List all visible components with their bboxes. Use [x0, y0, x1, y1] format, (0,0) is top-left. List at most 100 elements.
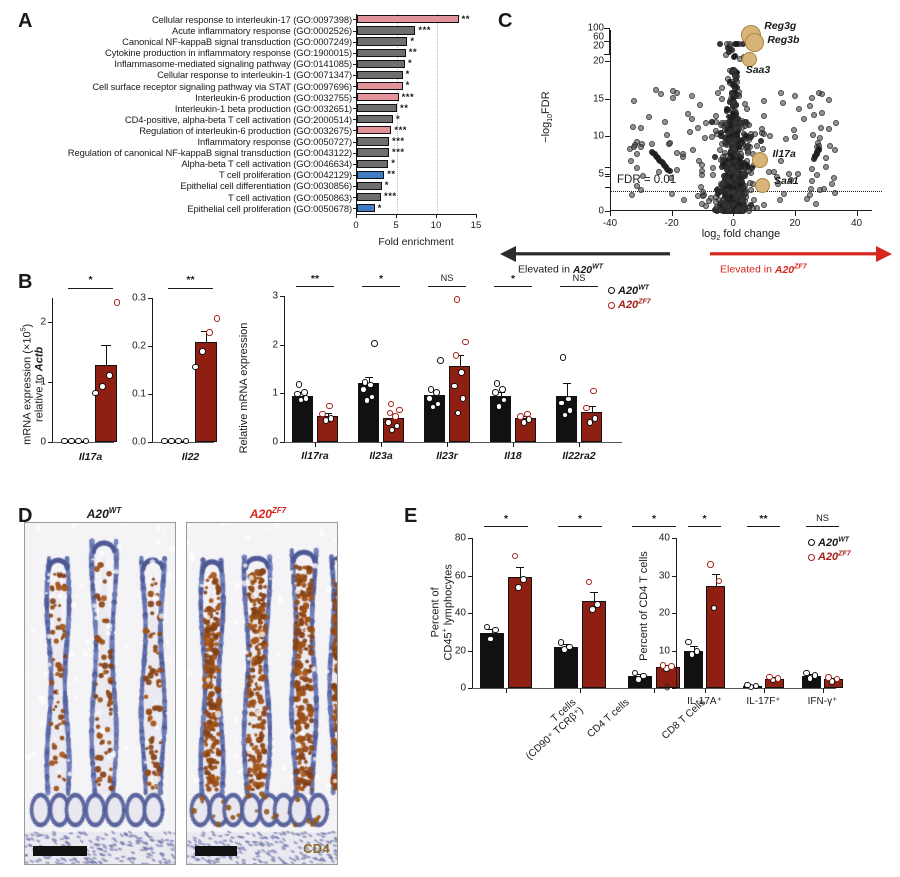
volcano-point: [631, 97, 638, 104]
volcano-point: [633, 150, 640, 157]
volcano-point: [832, 119, 839, 126]
volcano-point: [727, 151, 734, 158]
legend-marker-wt-e: [808, 539, 815, 547]
volcano-point: [822, 155, 829, 162]
significance-label: **: [759, 513, 768, 525]
gene-label: Il22: [181, 451, 200, 463]
y-axis: [676, 538, 677, 688]
y-axis-tick: [353, 152, 357, 154]
error-bar-cap: [364, 377, 373, 379]
data-point: [433, 389, 440, 396]
data-point: [437, 357, 444, 364]
volcano-point: [649, 141, 656, 148]
significance-marker: **: [387, 169, 396, 181]
go-term-bar: [357, 26, 416, 35]
data-point: [301, 389, 308, 396]
significance-marker: ***: [418, 24, 431, 36]
fdr-annotation-label: FDR = 0.01: [617, 174, 677, 186]
x-axis-tick-label: 5: [393, 220, 399, 231]
volcano-point: [673, 150, 680, 157]
y-axis-tick: [671, 538, 676, 539]
data-point: [294, 390, 301, 398]
go-term-bar: [357, 70, 403, 79]
y-axis-tick: [671, 613, 676, 614]
volcano-highlight-il17a: [752, 152, 769, 168]
data-point: [206, 329, 213, 336]
data-point: [566, 407, 574, 414]
x-axis-tick-label: 0: [353, 220, 359, 231]
legend-marker-wt: [608, 287, 615, 295]
volcano-point: [754, 204, 761, 211]
data-point: [685, 638, 692, 646]
volcano-point: [791, 134, 798, 141]
go-term-label: Regulation of canonical NF-kappaB signal…: [67, 147, 352, 159]
y-axis-tick: [353, 63, 357, 65]
y-axis-tick: [353, 74, 357, 76]
significance-label: **: [186, 274, 195, 286]
volcano-point: [791, 92, 798, 99]
data-point: [499, 386, 506, 393]
x-axis-tick: [704, 688, 706, 693]
y-axis-tick: [47, 322, 52, 323]
data-point: [583, 404, 590, 412]
y-axis-tick: [671, 650, 676, 652]
volcano-point: [717, 41, 724, 48]
volcano-point: [779, 100, 786, 107]
y-axis-tick: [279, 344, 284, 346]
go-term-bar: [357, 203, 375, 213]
error-bar-cap: [711, 574, 720, 576]
volcano-point: [733, 40, 740, 47]
volcano-point: [666, 168, 673, 175]
significance-marker: *: [410, 36, 415, 47]
y-axis: [284, 296, 285, 442]
data-point: [392, 413, 399, 420]
data-point: [693, 648, 701, 655]
volcano-point: [822, 163, 829, 170]
volcano-point: [752, 131, 759, 138]
go-term-bar: [357, 148, 389, 157]
x-axis-category-label: Il18: [504, 450, 522, 462]
volcano-point: [730, 110, 736, 117]
y-axis-tick: [353, 119, 357, 121]
data-point: [774, 675, 782, 682]
volcano-point: [819, 110, 826, 117]
y-axis-tick: [671, 688, 676, 689]
volcano-point: [715, 89, 722, 96]
volcano-point: [727, 194, 734, 201]
go-term-bar: [357, 181, 382, 190]
significance-bracket: [747, 526, 780, 527]
data-point: [492, 389, 499, 396]
significance-bracket: [688, 526, 721, 527]
panel-d-histology: D A20WT A20ZF7 CD4: [0, 500, 410, 877]
significance-bracket: [806, 526, 839, 527]
bar-A20ZF7-1: [582, 600, 606, 688]
data-point: [668, 663, 675, 670]
data-point: [557, 639, 565, 646]
volcano-x-tick: [856, 211, 858, 216]
data-point: [640, 672, 647, 680]
data-point: [459, 395, 467, 402]
volcano-point: [726, 136, 733, 143]
y-axis-tick: [147, 298, 152, 299]
significance-marker: *: [377, 202, 382, 214]
x-axis: [472, 688, 670, 689]
volcano-point: [801, 115, 808, 122]
volcano-gene-label: Reg3b: [767, 33, 800, 46]
x-axis-tick: [580, 688, 581, 693]
significance-bracket: [494, 286, 532, 287]
volcano-point: [783, 135, 790, 142]
panel-a-go-enrichment: A Cellular response to interleukin-17 (G…: [0, 0, 492, 262]
significance-marker: ***: [392, 135, 405, 147]
significance-marker: **: [400, 102, 409, 114]
x-axis-tick: [506, 688, 507, 693]
significance-marker: *: [391, 158, 396, 170]
data-point: [495, 403, 503, 410]
data-point: [168, 437, 175, 445]
volcano-point: [686, 129, 693, 136]
data-point: [295, 381, 302, 388]
x-axis-category-label: Il17ra: [301, 450, 329, 462]
volcano-point: [778, 90, 785, 97]
data-point: [744, 681, 751, 689]
y-axis-tick: [467, 688, 472, 689]
data-point: [590, 387, 597, 395]
